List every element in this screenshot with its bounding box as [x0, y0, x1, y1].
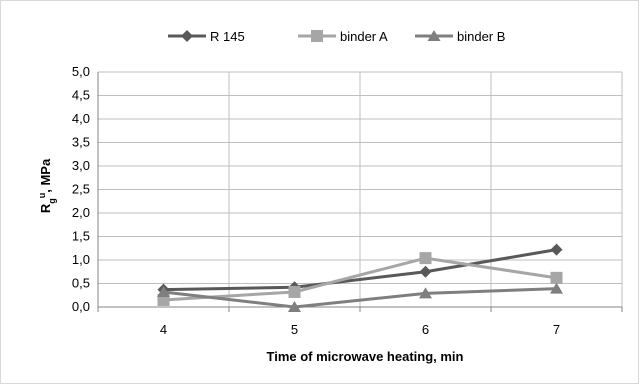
axes: [97, 72, 623, 312]
x-axis-title: Time of microwave heating, min: [267, 349, 464, 364]
data-point-binder-a: [288, 285, 301, 298]
y-axis-title-sup: u: [37, 193, 47, 199]
series-line-binder-a: [163, 256, 557, 302]
x-tick-label: 4: [160, 322, 167, 337]
series-layer: [157, 243, 563, 312]
data-point-binder-a: [550, 271, 563, 284]
series-line-binder-b: [163, 287, 557, 309]
series-line-r-145: [163, 248, 557, 292]
y-tick-label: 2,5: [72, 182, 90, 197]
legend-label-binder-a: binder A: [340, 29, 388, 44]
y-tick-label: 0,5: [72, 276, 90, 291]
y-tick-label: 0,0: [72, 299, 90, 314]
y-axis-title: Rgu, MPa: [37, 158, 57, 213]
legend-label-r-145: R 145: [210, 29, 245, 44]
legend-marker-binder-b: [427, 30, 441, 41]
y-axis-title-unit: , MPa: [38, 158, 53, 193]
data-point-binder-b: [157, 285, 170, 297]
x-tick-label: 6: [422, 322, 429, 337]
legend-marker-r-145: [181, 30, 193, 42]
data-point-binder-b: [419, 287, 432, 299]
legend-marker-binder-a: [311, 30, 323, 42]
legend-entry-binder-b: binder B: [415, 29, 505, 44]
legend-label-binder-b: binder B: [457, 29, 505, 44]
grid-lines: [98, 71, 623, 307]
y-axis-title-main: R: [38, 203, 53, 213]
legend-entry-binder-a: binder A: [298, 29, 388, 44]
x-tick-label: 5: [291, 322, 298, 337]
y-tick-label: 1,0: [72, 252, 90, 267]
data-point-r-145: [419, 265, 432, 278]
y-tick-label: 3,0: [72, 158, 90, 173]
data-point-binder-a: [419, 252, 432, 265]
data-point-binder-b: [550, 282, 563, 294]
y-tick-label: 3,5: [72, 135, 90, 150]
data-point-r-145: [550, 243, 563, 256]
legend-entry-r-145: R 145: [168, 29, 245, 44]
x-tick-label: 7: [553, 322, 560, 337]
y-tick-label: 5,0: [72, 64, 90, 79]
data-point-binder-b: [288, 301, 301, 312]
y-tick-labels: 0,0 0,5 1,0 1,5 2,0 2,5 3,0 3,5 4,0 4,5 5,0: [72, 64, 90, 314]
y-tick-label: 4,0: [72, 111, 90, 126]
y-tick-label: 1,5: [72, 229, 90, 244]
y-axis-title-sub: g: [47, 198, 57, 204]
legend: R 145 binder A binder B: [168, 29, 505, 44]
y-tick-label: 2,0: [72, 205, 90, 220]
series-binder-b: [157, 282, 563, 312]
x-tick-labels: 4 5 6 7: [160, 322, 560, 337]
y-tick-label: 4,5: [72, 88, 90, 103]
